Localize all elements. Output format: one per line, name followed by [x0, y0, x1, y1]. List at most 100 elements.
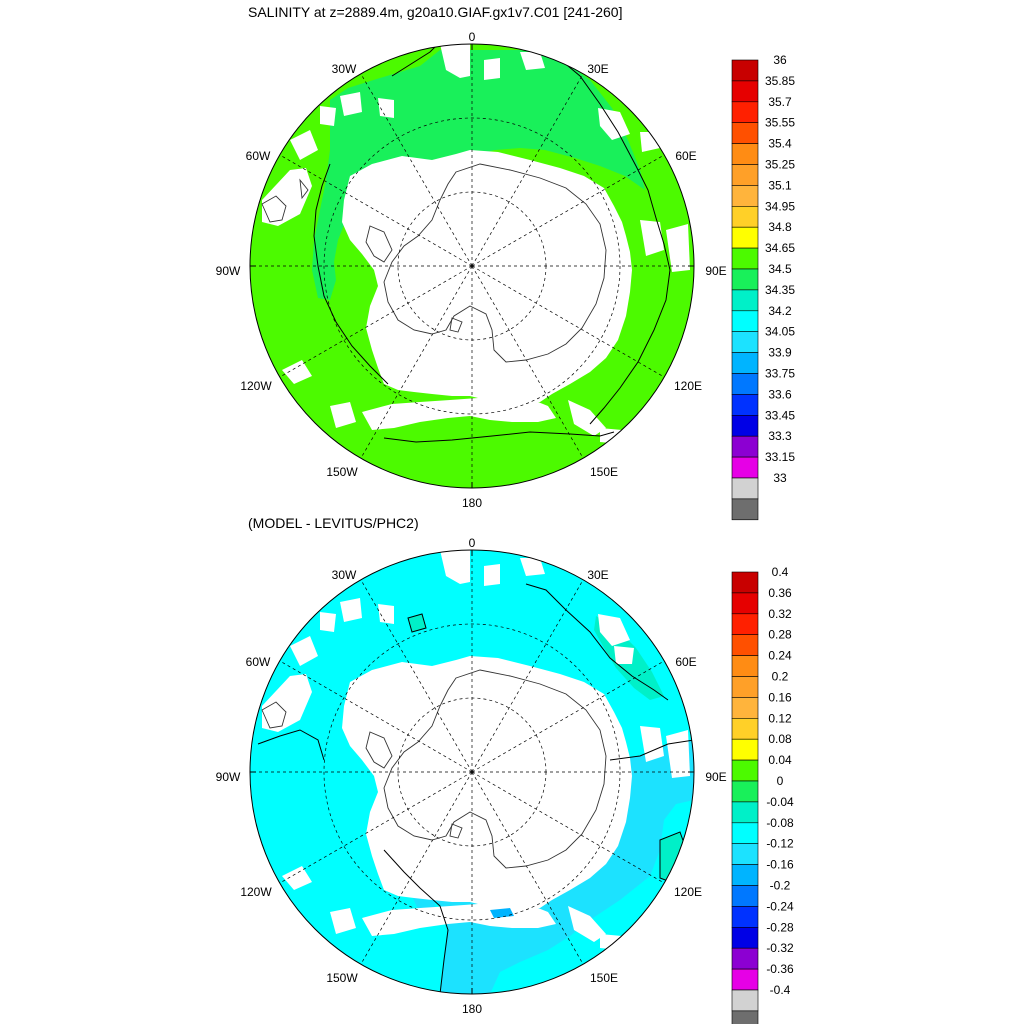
contour-lines: [257, 583, 694, 994]
colorbar-label: 33.15: [765, 450, 795, 464]
lon-label: 120E: [674, 379, 702, 393]
colorbar-swatch: [731, 801, 759, 824]
difference-zone-strong: [490, 908, 514, 918]
colorbar-label: 0.16: [768, 690, 792, 704]
lon-label: 30W: [332, 62, 357, 76]
colorbar-swatch: [731, 247, 759, 270]
colorbar-label: 0.28: [768, 628, 792, 642]
colorbar-label: -0.36: [766, 962, 794, 976]
lon-label: 30E: [587, 62, 608, 76]
map-difference: 0 30E 60E 90E 120E 150E 180 150W 120W 90…: [216, 536, 727, 1016]
coastline: [261, 669, 607, 869]
colorbar-label: 33.75: [765, 367, 795, 381]
colorbar-swatch: [731, 822, 759, 844]
lon-label: 150E: [590, 465, 618, 479]
colorbar-swatch: [731, 477, 759, 500]
lon-label: 60E: [675, 149, 696, 163]
colorbar-swatch: [731, 571, 759, 594]
colorbar-label: -0.16: [766, 858, 794, 872]
lon-label: 90W: [216, 264, 241, 278]
colorbar-label: -0.08: [766, 816, 794, 830]
colorbar-label: -0.24: [766, 899, 794, 913]
colorbar-swatch: [731, 843, 759, 865]
colorbar-difference: 0.4 0.36 0.32 0.28 0.24 0.2 0.16 0.12 0.08 0.04 0 -…: [731, 565, 794, 1024]
colorbar-swatch: [731, 80, 759, 103]
colorbar-swatch: [731, 906, 759, 928]
land-mask: [262, 44, 690, 444]
lon-label: 180: [462, 1002, 482, 1016]
colorbar-swatch: [731, 435, 759, 458]
lon-label: 150W: [326, 971, 358, 985]
colorbar-label: -0.32: [766, 941, 794, 955]
coastline: [261, 163, 607, 363]
colorbar-swatch: [731, 989, 759, 1012]
colorbar-label: 0.24: [768, 649, 792, 663]
colorbar-swatch: [731, 947, 759, 970]
lon-label: 60W: [246, 149, 271, 163]
colorbar-swatch: [731, 864, 759, 886]
colorbar-label: 33: [773, 471, 787, 485]
lon-label: 180: [462, 496, 482, 510]
lon-label: 30W: [332, 568, 357, 582]
contour-lines: [313, 45, 671, 443]
lon-label: 0: [469, 536, 476, 550]
colorbar-swatch: [731, 498, 759, 521]
panel-title-salinity: SALINITY at z=2889.4m, g20a10.GIAF.gx1v7…: [248, 4, 623, 20]
colorbar-label: 35.4: [768, 137, 792, 151]
lon-label: 150W: [326, 465, 358, 479]
lon-label: 60W: [246, 655, 271, 669]
colorbar-label: 33.3: [768, 429, 792, 443]
map-ticks: [250, 550, 694, 994]
colorbar-label: 33.45: [765, 408, 795, 422]
colorbar-label: 34.35: [765, 283, 795, 297]
difference-zone-near-zero: [660, 832, 690, 884]
colorbar-swatch: [731, 968, 759, 991]
lon-label: 30E: [587, 568, 608, 582]
colorbar-label: 35.1: [768, 178, 792, 192]
colorbar-swatch: [731, 697, 759, 719]
colorbar-salinity: 36 35.85 35.7 35.55 35.4 35.25 35.1 34.95 34.8 34…: [731, 53, 795, 521]
panel-title-difference: (MODEL - LEVITUS/PHC2): [248, 515, 419, 531]
colorbar-swatch: [731, 185, 759, 207]
colorbar-label: 0.32: [768, 607, 792, 621]
longitude-labels: 0 30E 60E 90E 120E 150E 180 150W 120W 90…: [216, 536, 727, 1016]
colorbar-swatch: [731, 885, 759, 907]
colorbar-swatch: [731, 310, 759, 332]
colorbar-label: -0.28: [766, 920, 794, 934]
colorbar-label: 33.9: [768, 346, 792, 360]
colorbar-label: 0.2: [772, 670, 789, 684]
lon-label: 120W: [240, 379, 272, 393]
lon-label: 120E: [674, 885, 702, 899]
colorbar-label: -0.2: [770, 879, 791, 893]
colorbar-label: 34.65: [765, 241, 795, 255]
colorbar-label: -0.12: [766, 837, 794, 851]
colorbar-label: 35.55: [765, 116, 795, 130]
colorbar-label: 0.08: [768, 732, 792, 746]
colorbar-swatch: [731, 352, 759, 374]
colorbar-swatch: [731, 268, 759, 291]
colorbar-swatch: [731, 101, 759, 124]
colorbar-swatch: [731, 414, 759, 437]
colorbar-swatch: [731, 394, 759, 416]
colorbar-label: 0.36: [768, 586, 792, 600]
colorbar-swatch: [731, 634, 759, 656]
colorbar-label: 34.5: [768, 262, 792, 276]
colorbar-swatch: [731, 331, 759, 353]
colorbar-swatch: [731, 926, 759, 949]
lon-label: 0: [469, 30, 476, 44]
colorbar-swatch: [731, 289, 759, 312]
colorbar-label: 34.05: [765, 325, 795, 339]
colorbar-label: 0.4: [772, 565, 789, 579]
colorbar-label: 34.2: [768, 304, 792, 318]
colorbar-swatch: [731, 717, 759, 740]
colorbar-label: -0.04: [766, 795, 794, 809]
map-salinity: 0 30E 60E 90E 120E 150E 180 150W 120W 90…: [216, 30, 727, 510]
land-mask: [262, 550, 690, 950]
colorbar-swatch: [731, 780, 759, 803]
graticule: [250, 550, 694, 994]
colorbar-label: 35.25: [765, 158, 795, 172]
colorbar-swatch: [731, 373, 759, 395]
colorbar-label: 33.6: [768, 387, 792, 401]
colorbar-label: 0.12: [768, 711, 792, 725]
